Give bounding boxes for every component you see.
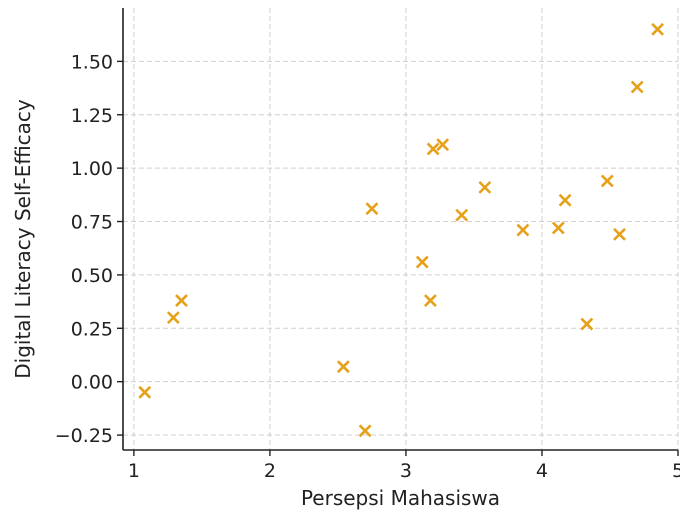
data-point	[630, 80, 644, 94]
axes	[117, 8, 679, 456]
data-point	[424, 294, 437, 307]
y-tick-label: 0.25	[71, 318, 113, 340]
data-point	[516, 223, 530, 237]
y-tick-label: 1.25	[71, 105, 113, 127]
x-tick-label: 3	[400, 460, 412, 482]
data-point	[415, 255, 429, 269]
grid-lines	[123, 8, 679, 450]
data-point	[551, 221, 565, 235]
data-point	[175, 294, 188, 307]
data-point	[166, 311, 180, 325]
x-axis-label: Persepsi Mahasiswa	[301, 486, 500, 510]
data-point	[336, 360, 350, 374]
y-tick-label: 0.75	[71, 212, 113, 234]
y-tick-label: −0.25	[55, 425, 113, 447]
y-tick-label: 1.00	[71, 158, 113, 180]
data-point	[600, 174, 614, 188]
x-tick-label: 4	[536, 460, 548, 482]
y-tick-label: 1.50	[71, 51, 113, 73]
x-tick-label: 2	[264, 460, 276, 482]
data-point	[426, 142, 440, 156]
x-tick-label: 5	[672, 460, 680, 482]
data-point	[138, 385, 152, 399]
y-tick-label: 0.50	[71, 265, 113, 287]
data-point	[558, 193, 572, 207]
tick-labels: 1 2 3 4 5 −0.25 0.00 0.25 0.50 0.75 1.00 1.25 1.50	[55, 51, 680, 482]
y-tick-label: 0.00	[71, 372, 113, 394]
data-point	[455, 208, 469, 222]
data-points	[138, 22, 665, 438]
data-point	[436, 138, 450, 152]
data-point	[365, 202, 379, 216]
data-point	[651, 22, 665, 36]
x-tick-label: 1	[128, 460, 140, 482]
data-point	[358, 424, 372, 438]
data-point	[613, 227, 626, 241]
y-axis-label: Digital Literacy Self-Efficacy	[11, 99, 35, 379]
data-point	[580, 317, 594, 331]
data-point	[478, 180, 492, 194]
